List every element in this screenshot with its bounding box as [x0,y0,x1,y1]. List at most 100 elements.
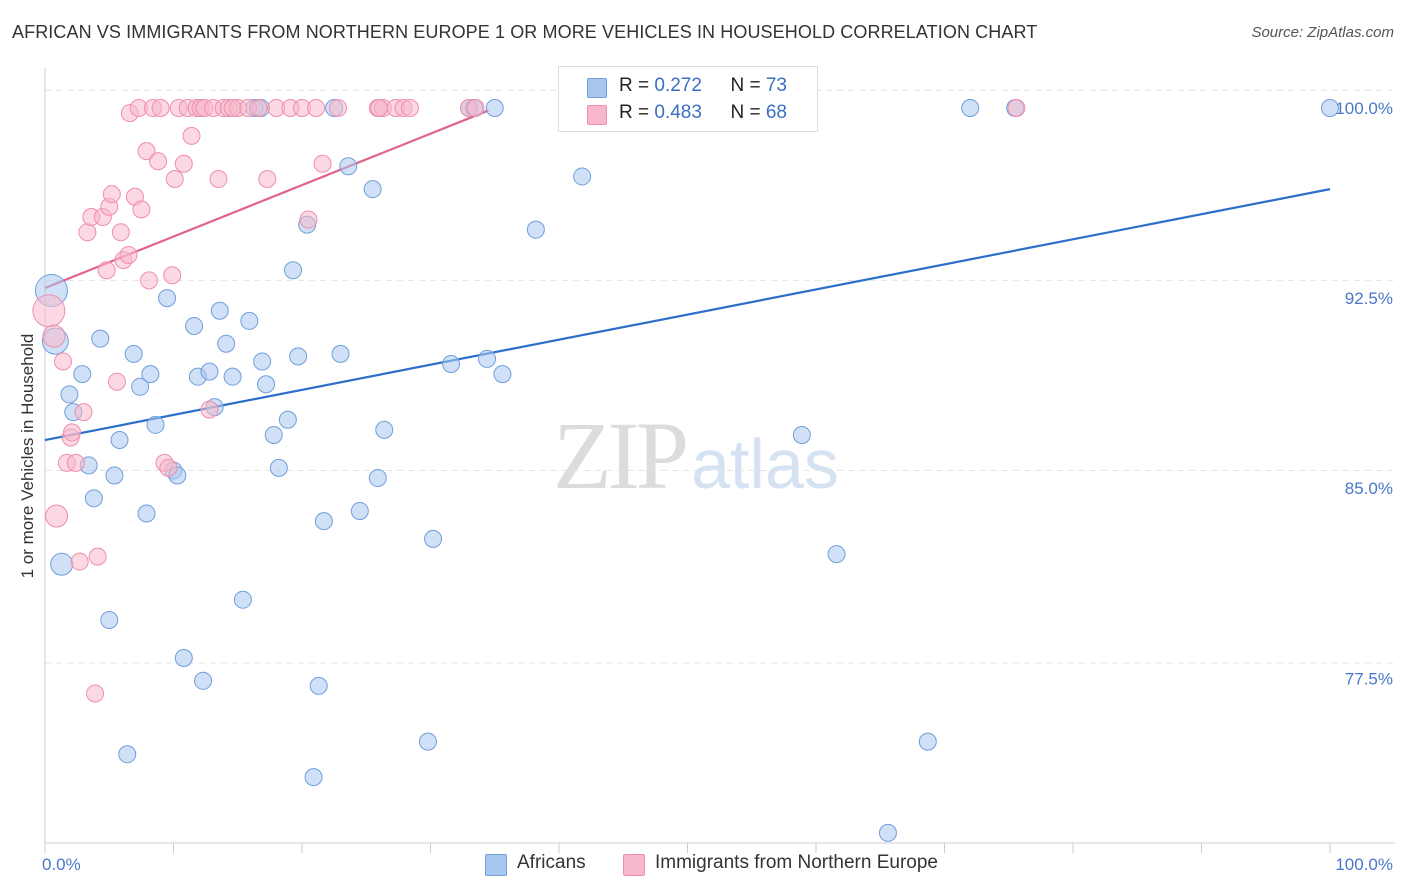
africans-point [50,552,74,576]
immigrants-point [42,324,66,348]
immigrants-point [62,423,81,442]
africans-point [278,410,297,429]
africans-point [217,334,236,353]
stats-legend: R = 0.272 N = 73 R = 0.483 N = 68 [558,66,818,132]
africans-point [350,501,369,520]
africans-point [253,352,272,371]
immigrants-point [70,552,89,571]
immigrants-point [370,99,389,118]
africans-point [368,469,387,488]
immigrants-swatch [587,105,607,125]
africans-n-value: 73 [765,75,787,96]
africans-point [158,289,177,308]
y-axis-label: 1 or more Vehicles in Household [18,334,37,579]
immigrants-point [140,271,159,290]
immigrants-point [88,547,107,566]
immigrants-n-value: 68 [765,102,787,123]
africans-point [573,167,592,186]
immigrants-point [165,169,184,188]
immigrants-point [53,352,72,371]
immigrants-point [209,169,228,188]
immigrants-point [163,266,182,285]
immigrants-point [32,294,66,328]
africans-swatch [587,78,607,98]
x-tick-label: 100.0% [1335,855,1393,874]
immigrants-r-label: R = [619,102,655,123]
immigrants-point [74,403,93,422]
immigrants-point [66,453,85,472]
africans-point [304,768,323,787]
immigrants-point [78,223,97,242]
africans-point [60,385,79,404]
africans-point [233,590,252,609]
africans-r-label: R = [619,75,655,96]
africans-point [314,512,333,531]
africans-point [174,648,193,667]
africans-point [442,354,461,373]
africans-point [146,415,165,434]
africans-n-label: N = [730,75,766,96]
immigrants-r-value: 0.483 [654,102,702,123]
immigrants-point [119,246,138,265]
africans-point [124,344,143,363]
africans-point [878,823,897,842]
africans-point [418,732,437,751]
immigrants-point [151,99,170,118]
africans-point [73,365,92,384]
africans-point [131,377,150,396]
africans-point [91,329,110,348]
africans-point [118,745,137,764]
immigrants-point [466,99,485,118]
immigrants-point [137,142,156,161]
immigrants-point [132,200,151,219]
immigrants-point [102,185,121,204]
chart-title: AFRICAN VS IMMIGRANTS FROM NORTHERN EURO… [12,22,1038,42]
africans-legend-swatch [485,854,507,876]
immigrants-point [111,223,130,242]
africans-point [961,99,980,118]
africans-point [526,220,545,239]
africans-point [493,365,512,384]
africans-point [100,610,119,629]
africans-point [257,375,276,394]
axes [44,68,1395,853]
africans-point [331,344,350,363]
immigrants-point [159,458,178,477]
africans-point [223,367,242,386]
africans-point [105,466,124,485]
africans-r-value: 0.272 [654,75,702,96]
immigrants-legend-swatch [623,854,645,876]
y-tick-label: 100.0% [1335,99,1393,118]
immigrants-n-label: N = [730,102,766,123]
immigrants-point [86,684,105,703]
africans-legend-label: Africans [517,852,586,873]
trend-lines [44,109,1331,442]
watermark-zip: ZIP [553,402,689,509]
africans-point [240,311,259,330]
africans-point [309,676,328,695]
immigrants-point [328,99,347,118]
africans-point [485,99,504,118]
immigrants-point [174,154,193,173]
immigrants-point [149,152,168,171]
immigrants-point [299,210,318,229]
immigrants-point [182,126,201,145]
immigrants-point [249,99,268,118]
africans-point [289,347,308,366]
immigrants-point [97,261,116,280]
tick-labels: 100.0% 92.5% 85.0% 77.5% 0.0% 100.0% 1 or more… [18,99,1393,874]
africans-point [792,425,811,444]
watermark-atlas: atlas [691,425,839,503]
africans-point [339,157,358,176]
africans-point [375,420,394,439]
immigrants-point [313,154,332,173]
immigrants-point [200,400,219,419]
africans-point [84,489,103,508]
africans-point [269,458,288,477]
immigrants-point [258,169,277,188]
y-tick-label: 92.5% [1345,289,1393,308]
africans-point [141,365,160,384]
immigrants-legend-label: Immigrants from Northern Europe [655,852,938,873]
africans-point [1321,99,1339,118]
africans-trend-line [44,188,1331,442]
